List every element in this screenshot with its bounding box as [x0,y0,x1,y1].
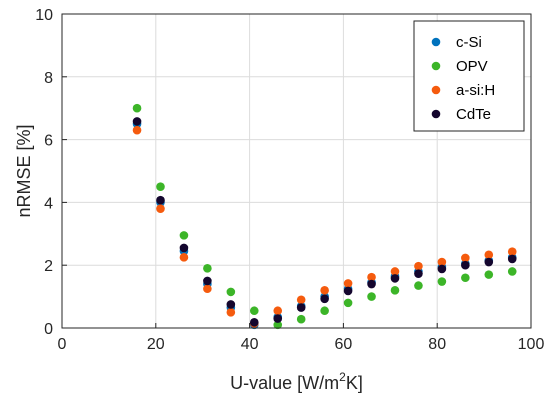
data-point [179,243,189,253]
legend-label: CdTe [456,106,491,123]
data-point [390,267,400,276]
data-point [390,286,400,295]
y-tick-label: 2 [44,258,53,275]
data-point [132,125,142,135]
data-point [203,264,212,273]
data-point [367,279,376,289]
y-tick-label: 4 [44,195,53,212]
data-point [249,306,259,316]
x-axis-label: U-value [W/m2K] [230,370,363,393]
legend-marker [431,85,441,95]
data-point [156,195,165,205]
data-point [484,270,494,279]
data-point [343,279,353,288]
legend-marker [431,61,441,71]
data-point [390,274,400,283]
data-point [484,257,494,267]
data-point [132,117,142,126]
data-point [437,257,447,267]
legend-label: c-Si [456,34,482,51]
series-OPV [132,103,517,330]
data-point [507,267,517,276]
axis-ticks: 0 20 40 60 80 100 0 2 4 6 8 10 [35,7,544,353]
x-tick-label: 20 [147,336,165,353]
y-tick-label: 10 [35,7,53,24]
legend: c-Si OPV a-si:H CdTe [413,20,525,132]
legend-marker [431,37,441,47]
data-point [461,260,470,270]
series-CdTe [132,117,517,327]
data-point [226,300,236,309]
data-point [273,306,283,316]
x-tick-label: 60 [335,336,353,353]
data-point [507,254,517,264]
data-point [461,273,470,283]
data-point [414,261,423,271]
data-point [156,204,165,213]
legend-label: a-si:H [456,82,495,99]
data-point [203,284,212,294]
legend-items: c-Si OPV a-si:H CdTe [431,34,495,123]
data-point [156,182,165,191]
data-point [484,250,494,260]
x-tick-label: 80 [428,336,446,353]
data-point [179,253,189,262]
data-point [437,277,447,286]
x-tick-label: 0 [58,336,67,353]
data-point [414,269,423,278]
data-point [132,103,142,113]
y-tick-label: 0 [44,321,53,338]
data-point [273,320,283,330]
x-axis-label-main: U-value [W/m [230,373,339,393]
y-axis-label: nRMSE [%] [14,124,34,217]
data-point [320,286,329,295]
data-point [249,318,259,327]
data-point [226,308,236,317]
data-point [226,287,236,297]
data-point [343,286,353,296]
data-point [414,281,423,290]
x-axis-label-superscript: 2 [339,370,346,384]
data-point [273,314,283,323]
data-point [461,253,470,263]
data-point [203,276,212,286]
data-point [296,303,306,312]
data-point [296,314,306,324]
x-axis-label-tail: K] [346,373,363,393]
data-point [367,292,376,301]
x-tick-label: 100 [518,336,545,353]
data-point [320,306,329,316]
x-tick-label: 40 [241,336,259,353]
data-point [179,231,189,240]
data-point [343,298,353,308]
legend-marker [431,109,441,119]
data-point [296,295,306,305]
y-tick-label: 6 [44,133,53,150]
legend-label: OPV [456,58,488,75]
data-point [437,264,447,274]
data-points [132,103,517,330]
y-tick-label: 8 [44,70,53,87]
data-point [320,294,329,304]
plot-frame [61,13,532,329]
data-point [367,272,376,282]
data-point [507,247,517,256]
